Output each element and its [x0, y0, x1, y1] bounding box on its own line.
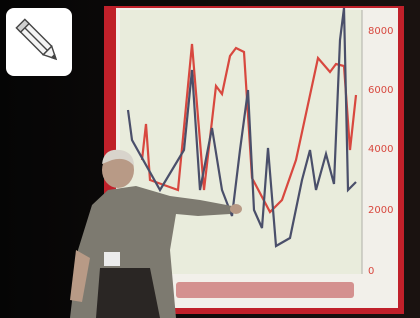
photo: 8000 6000 4000 2000 0 [0, 0, 420, 318]
axis-label: 2000 [368, 205, 393, 216]
axis-label: 6000 [368, 85, 393, 96]
axis-label: 8000 [368, 26, 393, 37]
axis-label: 4000 [368, 144, 393, 155]
page: 8000 6000 4000 2000 0 (() => { const dat… [0, 0, 420, 318]
axis-label: 0 [368, 266, 374, 277]
edit-icon[interactable] [6, 8, 72, 76]
blurred-x-labels [176, 282, 354, 298]
